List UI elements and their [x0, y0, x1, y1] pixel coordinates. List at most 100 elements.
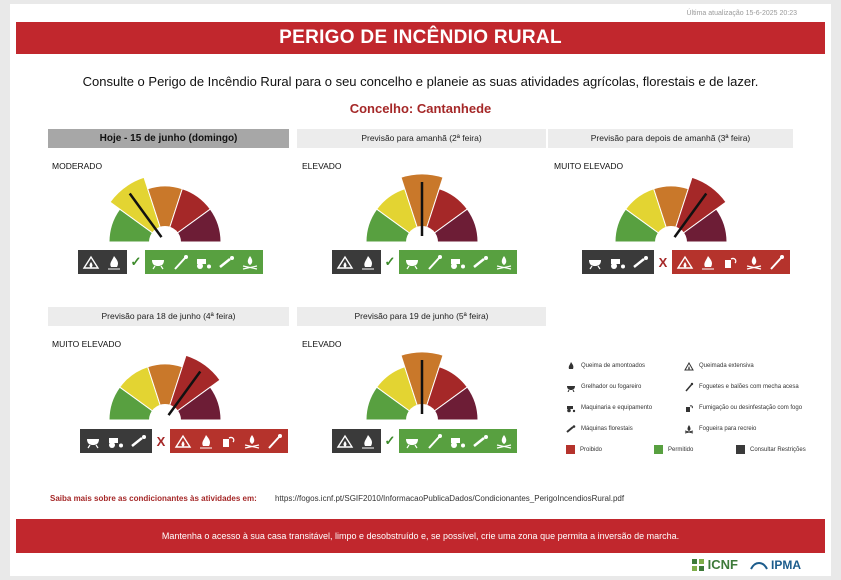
icnf-text: ICNF [707, 557, 738, 572]
day-header-19-june: Previsão para 19 de junho (5ª feira) [297, 307, 546, 326]
day-header-day-after: Previsão para depois de amanhã (3ª feira… [548, 129, 793, 148]
fireworks-icon [268, 434, 282, 449]
chainsaw-icon [473, 256, 488, 268]
gauge-segment [163, 208, 222, 243]
page: Última atualização 15-6-2025 20:23 PERIG… [10, 4, 831, 576]
field-fire-icon [684, 361, 694, 371]
legend-item: Queimada extensiva [684, 361, 754, 371]
gauge-segment [420, 386, 479, 421]
activity-strip: ✓ [332, 429, 517, 453]
allowed-mark: ✓ [384, 254, 396, 269]
swatch [736, 445, 745, 454]
fumigation-icon [223, 436, 235, 447]
campfire-icon [244, 435, 260, 449]
more-info-label: Saiba mais sobre as condicionantes às at… [50, 494, 257, 503]
activity-strip: ✓ [332, 250, 517, 274]
gauge-segment [163, 386, 222, 421]
campfire-icon [496, 256, 512, 270]
level-label: ELEVADO [302, 161, 342, 171]
grill-icon [152, 260, 164, 270]
consult-restrictions-box [332, 429, 381, 453]
legend-swatch-consultar: Consultar Restrições [736, 445, 806, 454]
day-header-today: Hoje - 15 de junho (domingo) [48, 129, 289, 148]
activity-strip: ✓ [78, 250, 263, 274]
fumigation-icon [725, 257, 737, 268]
legend-item: Maquinaria e equipamento [566, 403, 652, 413]
gauge-segment [109, 176, 166, 244]
level-label: MUITO ELEVADO [52, 339, 122, 349]
grill-icon [589, 260, 601, 270]
allowed-mark: ✓ [384, 433, 396, 448]
field-fire-icon [676, 255, 694, 269]
legend-label: Queimada extensiva [699, 363, 754, 369]
day-header-18-june: Previsão para 18 de junho (4ª feira) [48, 307, 289, 326]
legend-item: Fumigação ou desinfestação com fogo [684, 403, 802, 413]
icnf-leaf-icon [691, 558, 704, 571]
swatch [566, 445, 575, 454]
tractor-icon [451, 438, 465, 448]
gauge-segment [164, 354, 221, 422]
allowed-box [399, 429, 517, 453]
legend-item: Fogueira para recreio [684, 424, 756, 434]
fireworks-icon [174, 255, 188, 270]
more-info-link[interactable]: https://fogos.icnf.pt/SGIF2010/Informaca… [274, 494, 625, 503]
legend-swatch-permitido: Permitido [654, 445, 693, 454]
risk-gauge [108, 354, 222, 424]
level-label: MODERADO [52, 161, 103, 171]
fire-pile-icon [702, 256, 714, 270]
tractor-icon [451, 259, 465, 269]
prohibited-box [170, 429, 288, 453]
fire-pile-icon [200, 435, 212, 449]
gauge-hub [406, 404, 438, 424]
ipma-wave-icon [750, 561, 768, 570]
ipma-text: IPMA [771, 557, 801, 572]
last-updated: Última atualização 15-6-2025 20:23 [686, 10, 797, 17]
activity-strip: X [80, 429, 288, 453]
field-fire-icon [336, 255, 354, 269]
campfire-icon [242, 256, 258, 270]
legend-label: Máquinas florestais [581, 426, 633, 432]
legend-item: Foguetes e balões com mecha acesa [684, 382, 799, 392]
gauge-segment [669, 208, 728, 243]
grill-icon [406, 260, 418, 270]
gauge-hub [406, 226, 438, 246]
legend-item: Grelhador ou fogareiro [566, 382, 641, 392]
chainsaw-icon [473, 435, 488, 447]
fire-pile-icon [362, 256, 374, 270]
more-info: Saiba mais sobre as condicionantes às at… [50, 494, 624, 503]
grill-icon [406, 439, 418, 449]
prohibited-mark: X [658, 254, 668, 270]
field-fire-icon [336, 434, 354, 448]
legend-label: Consultar Restrições [750, 446, 806, 453]
chainsaw-icon [131, 435, 146, 447]
gauge-needle [128, 192, 163, 238]
risk-gauge [108, 176, 222, 246]
tractor-icon [109, 438, 123, 448]
fireworks-icon [428, 434, 442, 449]
fireworks-icon [428, 255, 442, 270]
gauge-needle [673, 192, 708, 238]
concelho-label: Concelho: Cantanhede [349, 101, 492, 116]
tractor-icon [197, 259, 211, 269]
swatch [654, 445, 663, 454]
page-title: PERIGO DE INCÊNDIO RURAL [16, 22, 825, 54]
level-label: MUITO ELEVADO [554, 161, 624, 171]
fumigation-icon [686, 405, 693, 412]
risk-gauge [365, 173, 479, 246]
chainsaw-icon [633, 256, 648, 268]
intro-text: Consulte o Perigo de Incêndio Rural para… [82, 74, 759, 89]
field-fire-icon [174, 434, 192, 448]
campfire-icon [684, 425, 694, 434]
fire-pile-icon [362, 435, 374, 449]
chainsaw-icon [566, 425, 576, 433]
legend-label: Proibido [580, 446, 603, 453]
legend-label: Fumigação ou desinfestação com fogo [699, 405, 803, 411]
allowed-box [399, 250, 517, 274]
day-header-tomorrow: Previsão para amanhã (2ª feira) [297, 129, 546, 148]
legend-label: Queima de amontoados [581, 363, 646, 369]
prohibited-box [672, 250, 790, 274]
grill-icon [567, 386, 575, 392]
fire-pile-icon [108, 256, 120, 270]
field-fire-icon [82, 255, 100, 269]
tractor-icon [567, 406, 576, 413]
